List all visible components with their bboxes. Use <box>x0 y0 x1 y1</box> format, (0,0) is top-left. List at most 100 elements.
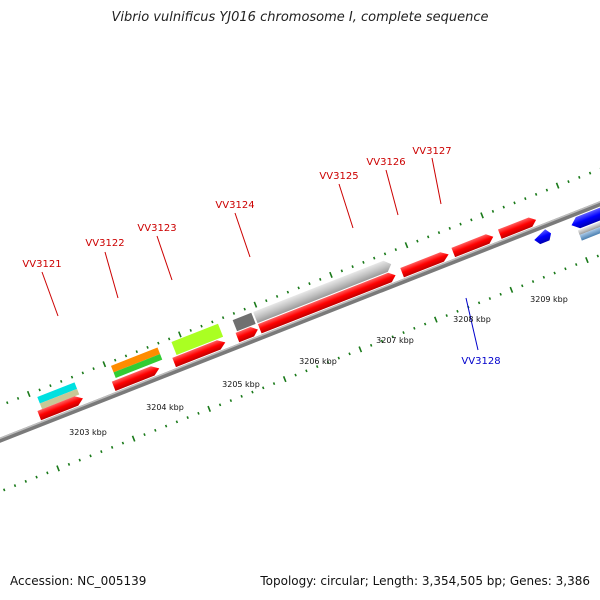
minor-tick <box>416 239 419 243</box>
gene-feature-orange <box>110 347 161 373</box>
minor-tick <box>218 403 222 407</box>
minor-tick <box>24 479 27 483</box>
gene-callouts <box>41 157 442 317</box>
gene-arrow-vv3120 <box>37 396 83 421</box>
minor-tick <box>251 390 254 394</box>
outer-tick-row <box>6 167 600 405</box>
chromosome-backbone-highlight <box>0 133 600 502</box>
minor-tick <box>470 218 473 222</box>
minor-tick <box>383 252 387 256</box>
minor-tick <box>265 299 268 303</box>
gene-arrow-vv3123 <box>235 327 258 343</box>
minor-tick <box>197 411 200 415</box>
minor-tick <box>16 396 20 400</box>
minor-tick <box>92 367 95 371</box>
minor-tick <box>243 307 246 311</box>
minor-tick <box>456 309 459 313</box>
minor-tick <box>232 311 236 315</box>
minor-tick <box>588 171 592 175</box>
kbp-label-3208: 3208 kbp <box>453 315 491 324</box>
gene-arrow-vv3125 <box>400 252 449 278</box>
minor-tick <box>135 350 138 354</box>
gene-arrow-vv3128 <box>534 229 552 245</box>
minor-tick <box>200 324 203 328</box>
minor-tick <box>413 326 416 330</box>
minor-tick <box>545 188 549 192</box>
major-tick <box>178 331 182 338</box>
minor-tick <box>154 428 157 432</box>
callout-line-vv3124 <box>234 212 251 258</box>
callout-line-vv3121 <box>41 271 59 317</box>
minor-tick <box>275 294 279 298</box>
gene-label-vv3127: VV3127 <box>412 146 451 157</box>
minor-tick <box>35 475 38 479</box>
minor-tick <box>70 375 74 379</box>
gene-label-vv3128: VV3128 <box>461 356 500 367</box>
gene-feature-yellowgreen <box>171 323 224 356</box>
minor-tick <box>534 192 538 196</box>
minor-tick <box>553 271 556 275</box>
minor-tick <box>369 343 373 347</box>
inner-tick-row <box>3 254 600 492</box>
minor-tick <box>578 175 581 179</box>
major-tick <box>585 256 589 264</box>
major-tick <box>358 346 363 353</box>
minor-tick <box>542 275 546 279</box>
accession-label: Accession: NC_005139 <box>10 574 147 588</box>
minor-tick <box>100 450 103 454</box>
gene-label-vv3125: VV3125 <box>319 171 358 182</box>
map-title: Vibrio vulnificus YJ016 chromosome I, co… <box>111 10 489 25</box>
minor-tick <box>78 458 81 462</box>
minor-tick <box>124 354 128 358</box>
major-tick <box>509 286 514 293</box>
major-tick <box>404 242 409 249</box>
major-tick <box>102 361 107 368</box>
minor-tick <box>113 358 117 362</box>
gene-arrow-vv3121 <box>111 366 160 391</box>
minor-tick <box>294 373 297 377</box>
minor-tick <box>164 424 168 428</box>
minor-tick <box>175 420 179 424</box>
kbp-label-3204: 3204 kbp <box>146 403 184 412</box>
minor-tick <box>81 371 85 375</box>
callout-line-vv3127 <box>431 157 442 205</box>
gene-arrow-vv3126 <box>451 234 494 258</box>
minor-tick <box>308 282 311 286</box>
minor-tick <box>348 352 351 356</box>
gene-label-vv3126: VV3126 <box>366 157 405 168</box>
major-tick <box>131 435 136 442</box>
minor-tick <box>351 265 354 269</box>
minor-tick <box>491 209 495 213</box>
major-tick <box>207 405 212 412</box>
minor-tick <box>297 286 300 290</box>
gene-arrow-vv3122 <box>172 340 226 368</box>
callout-line-vv3123 <box>156 235 173 281</box>
minor-tick <box>319 277 322 281</box>
minor-tick <box>315 365 319 369</box>
minor-tick <box>437 231 441 235</box>
major-tick <box>56 465 60 472</box>
minor-tick <box>262 386 265 390</box>
minor-tick <box>513 201 516 205</box>
gene-label-vv3123: VV3123 <box>137 223 176 234</box>
minor-tick <box>60 379 63 383</box>
minor-tick <box>567 180 570 184</box>
callout-line-vv3125 <box>338 183 354 229</box>
minor-tick <box>38 388 41 392</box>
gene-label-vv3121: VV3121 <box>22 259 61 270</box>
minor-tick <box>67 462 71 466</box>
minor-tick <box>337 356 340 360</box>
callout-line-vv3126 <box>385 169 399 216</box>
minor-tick <box>373 256 376 260</box>
minor-tick <box>477 301 481 305</box>
minor-tick <box>402 331 405 335</box>
minor-tick <box>46 471 49 475</box>
minor-tick <box>340 269 344 273</box>
minor-tick <box>121 441 125 445</box>
minor-tick <box>391 335 394 339</box>
gene-arrow-vv3124 <box>257 272 396 334</box>
minor-tick <box>426 235 430 239</box>
major-tick <box>26 390 31 398</box>
major-tick <box>282 376 287 383</box>
